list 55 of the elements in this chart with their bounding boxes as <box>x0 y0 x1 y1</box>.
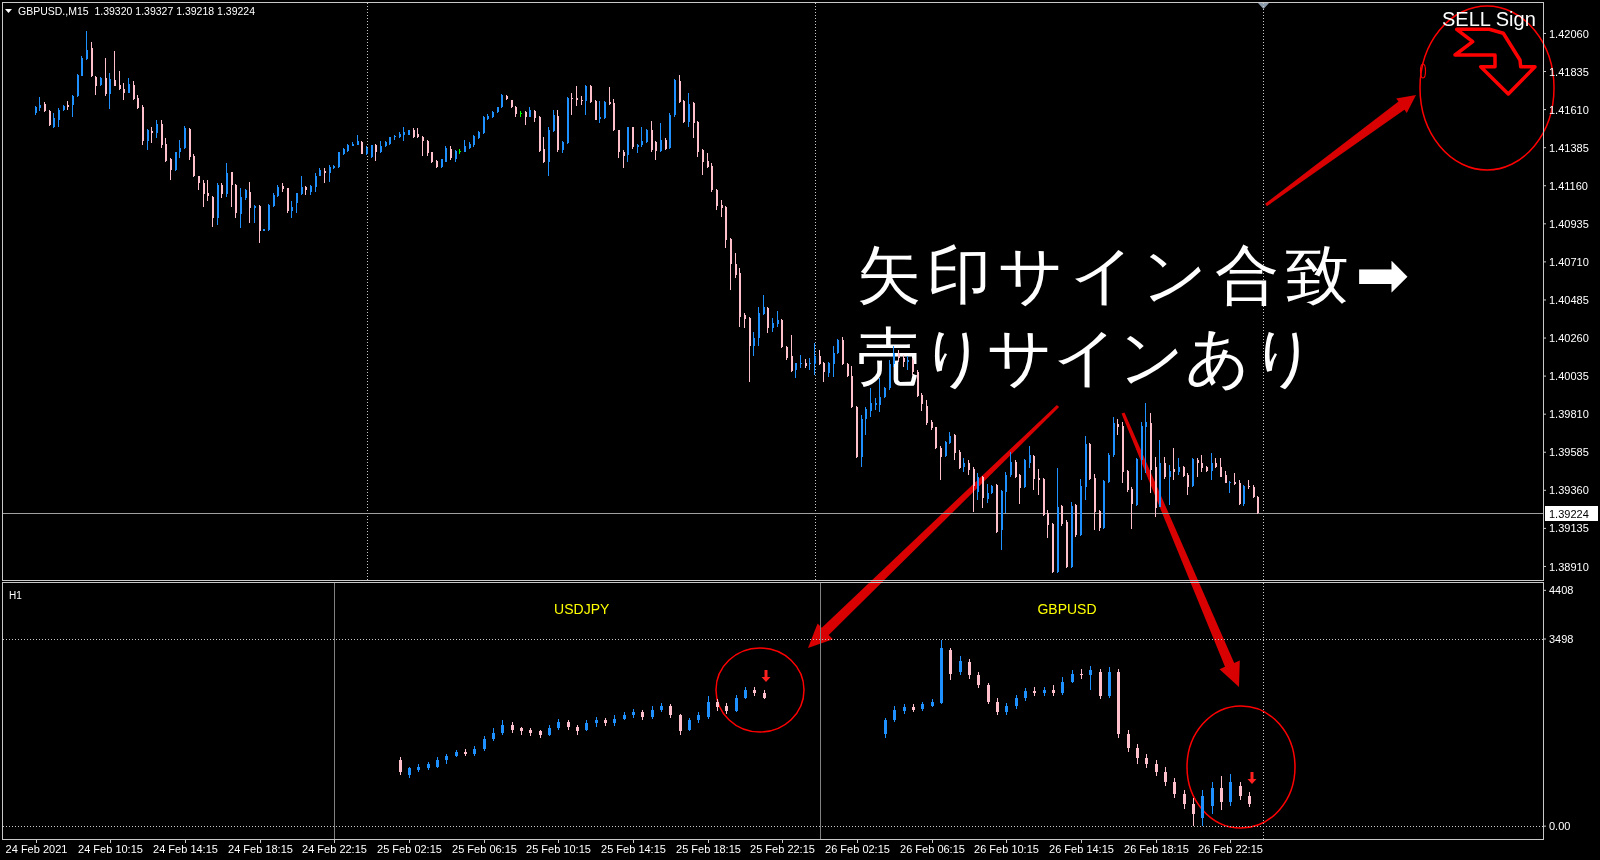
y-tick-label: 3498 <box>1549 633 1574 645</box>
y-tick-label: 1.40710 <box>1549 255 1589 268</box>
y-tick-label: 1.40260 <box>1549 332 1589 344</box>
y-tick-label: 1.42060 <box>1549 27 1589 40</box>
candlestick <box>903 704 906 714</box>
x-tick-label: 25 Feb 02:15 <box>377 843 442 855</box>
ref-line-label: 1.39224 <box>1549 507 1589 520</box>
x-tick-label: 25 Feb 18:15 <box>676 843 741 855</box>
x-tick-label: 25 Feb 14:15 <box>601 843 666 855</box>
candlestick <box>809 358 811 370</box>
y-tick-label: 1.40935 <box>1549 217 1589 230</box>
x-tick-label: 24 Feb 2021 <box>5 843 68 855</box>
y-tick-label: 1.39135 <box>1549 522 1589 535</box>
x-tick-label: 24 Feb 22:15 <box>302 843 367 855</box>
candlestick <box>520 111 522 117</box>
candlestick <box>609 87 611 105</box>
y-tick-label: 0.00 <box>1549 820 1571 833</box>
x-tick-label: 25 Feb 22:15 <box>750 843 815 855</box>
candlestick <box>1117 419 1119 435</box>
y-tick-label: 1.40035 <box>1549 370 1589 383</box>
y-tick-label: 1.39810 <box>1549 408 1589 421</box>
y-tick-label: 1.40485 <box>1549 294 1589 306</box>
chart-title: GBPUSD.,M15 1.39320 1.39327 1.39218 1.39224 <box>18 5 256 17</box>
y-tick-label: 1.38910 <box>1549 560 1589 573</box>
annotation: USDJPY <box>554 601 610 617</box>
y-tick-label: 1.39360 <box>1549 484 1589 497</box>
x-tick-label: 24 Feb 10:15 <box>78 843 143 855</box>
annotation: H1 <box>9 590 23 601</box>
y-tick-label: 1.39585 <box>1549 446 1589 459</box>
x-tick-label: 26 Feb 18:15 <box>1124 843 1189 855</box>
candlestick <box>67 101 69 110</box>
candlestick <box>464 749 467 756</box>
x-tick-label: 26 Feb 06:15 <box>900 843 965 855</box>
candlestick <box>1145 403 1147 474</box>
x-tick-label: 26 Feb 02:15 <box>825 843 890 855</box>
y-tick-label: 1.41160 <box>1549 179 1588 192</box>
candlestick <box>576 86 578 106</box>
x-tick-label: 24 Feb 14:15 <box>153 843 218 855</box>
x-tick-label: 25 Feb 10:15 <box>526 843 591 855</box>
x-tick-label: 26 Feb 14:15 <box>1049 843 1114 855</box>
x-tick-label: 24 Feb 18:15 <box>228 843 293 855</box>
candlestick <box>525 111 527 125</box>
candlestick <box>1038 469 1040 495</box>
candlestick <box>1173 448 1175 480</box>
x-tick-label: 25 Feb 06:15 <box>452 843 517 855</box>
candlestick <box>571 93 573 115</box>
x-tick-label: 26 Feb 10:15 <box>974 843 1039 855</box>
annotation: GBPUSD <box>1037 601 1097 617</box>
candlestick <box>875 398 877 410</box>
candlestick <box>912 704 915 713</box>
y-tick-label: 4408 <box>1549 584 1574 597</box>
x-tick-label: 26 Feb 22:15 <box>1198 843 1263 855</box>
annotation: 矢印サイン合致➡ <box>857 238 1409 312</box>
y-tick-label: 1.41385 <box>1549 141 1589 154</box>
candlestick <box>123 83 125 100</box>
